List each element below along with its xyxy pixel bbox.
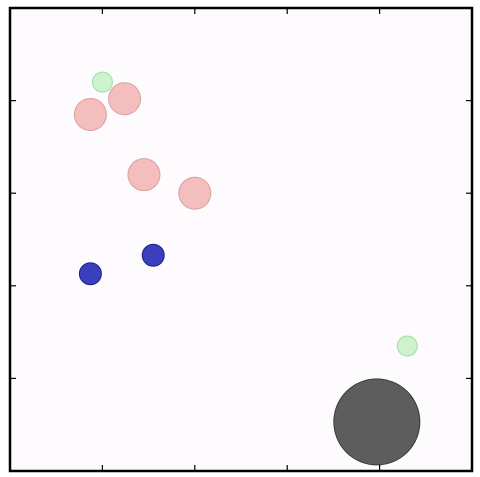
scatter-point [73, 97, 107, 131]
plot-frame [8, 6, 474, 473]
scatter-point [141, 243, 165, 267]
data-points [73, 71, 421, 466]
scatter-point [91, 71, 113, 93]
scatter-point [396, 335, 418, 357]
scatter-point [333, 378, 421, 466]
scatter-point [108, 82, 142, 116]
scatter-point [78, 262, 102, 286]
scatter-point [127, 158, 161, 192]
scatter-point [178, 176, 212, 210]
